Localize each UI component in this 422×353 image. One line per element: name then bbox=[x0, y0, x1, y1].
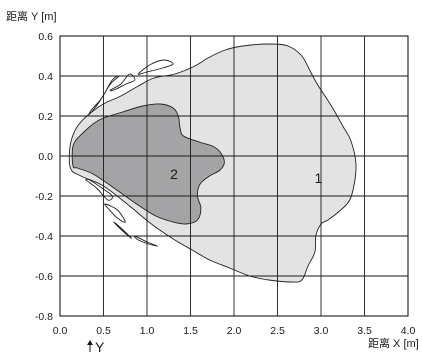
x-axis-title: 距离 X [m] bbox=[368, 336, 419, 350]
x-tick-label-2: 1.0 bbox=[140, 325, 155, 337]
y-tick-label-1: 0.4 bbox=[38, 71, 53, 83]
side-lobe-7 bbox=[133, 235, 158, 247]
y-tick-label-3: 0.0 bbox=[38, 151, 53, 163]
regions bbox=[68, 43, 357, 283]
y-axis-title: 距离 Y [m] bbox=[6, 9, 57, 23]
x-tick-label-3: 1.5 bbox=[183, 325, 198, 337]
y-tick-labels: 0.6 0.4 0.2 0.0 -0.2 -0.4 -0.6 -0.8 bbox=[35, 31, 53, 323]
x-tick-label-7: 3.5 bbox=[357, 325, 372, 337]
y-direction-arrow-head bbox=[87, 340, 93, 345]
x-tick-label-5: 2.5 bbox=[270, 325, 285, 337]
y-direction-marker: Y bbox=[87, 339, 105, 353]
x-tick-label-8: 4.0 bbox=[401, 325, 416, 337]
region-2-label: 2 bbox=[170, 166, 178, 182]
y-tick-label-5: -0.4 bbox=[35, 231, 53, 243]
plot-frame bbox=[59, 35, 409, 317]
x-tick-label-0: 0.0 bbox=[53, 325, 68, 337]
y-tick-label-0: 0.6 bbox=[38, 31, 53, 43]
region-labels: 12 bbox=[170, 166, 322, 186]
y-tick-label-6: -0.6 bbox=[35, 271, 53, 283]
y-tick-label-2: 0.2 bbox=[38, 111, 53, 123]
side-lobe-6 bbox=[113, 221, 132, 239]
y-tick-label-7: -0.8 bbox=[35, 311, 53, 323]
x-tick-label-6: 3.0 bbox=[314, 325, 329, 337]
region-1-label: 1 bbox=[314, 170, 322, 186]
x-tick-label-1: 0.5 bbox=[96, 325, 111, 337]
side-lobe-5 bbox=[104, 203, 126, 223]
y-direction-label: Y bbox=[95, 339, 105, 353]
x-tick-label-4: 2.0 bbox=[227, 325, 242, 337]
x-tick-labels: 0.0 0.5 1.0 1.5 2.0 2.5 3.0 3.5 4.0 bbox=[53, 325, 416, 337]
side-lobe-3 bbox=[137, 59, 174, 75]
region-2-area bbox=[71, 103, 225, 225]
y-tick-label-4: -0.2 bbox=[35, 191, 53, 203]
side-lobe-2 bbox=[109, 73, 136, 92]
